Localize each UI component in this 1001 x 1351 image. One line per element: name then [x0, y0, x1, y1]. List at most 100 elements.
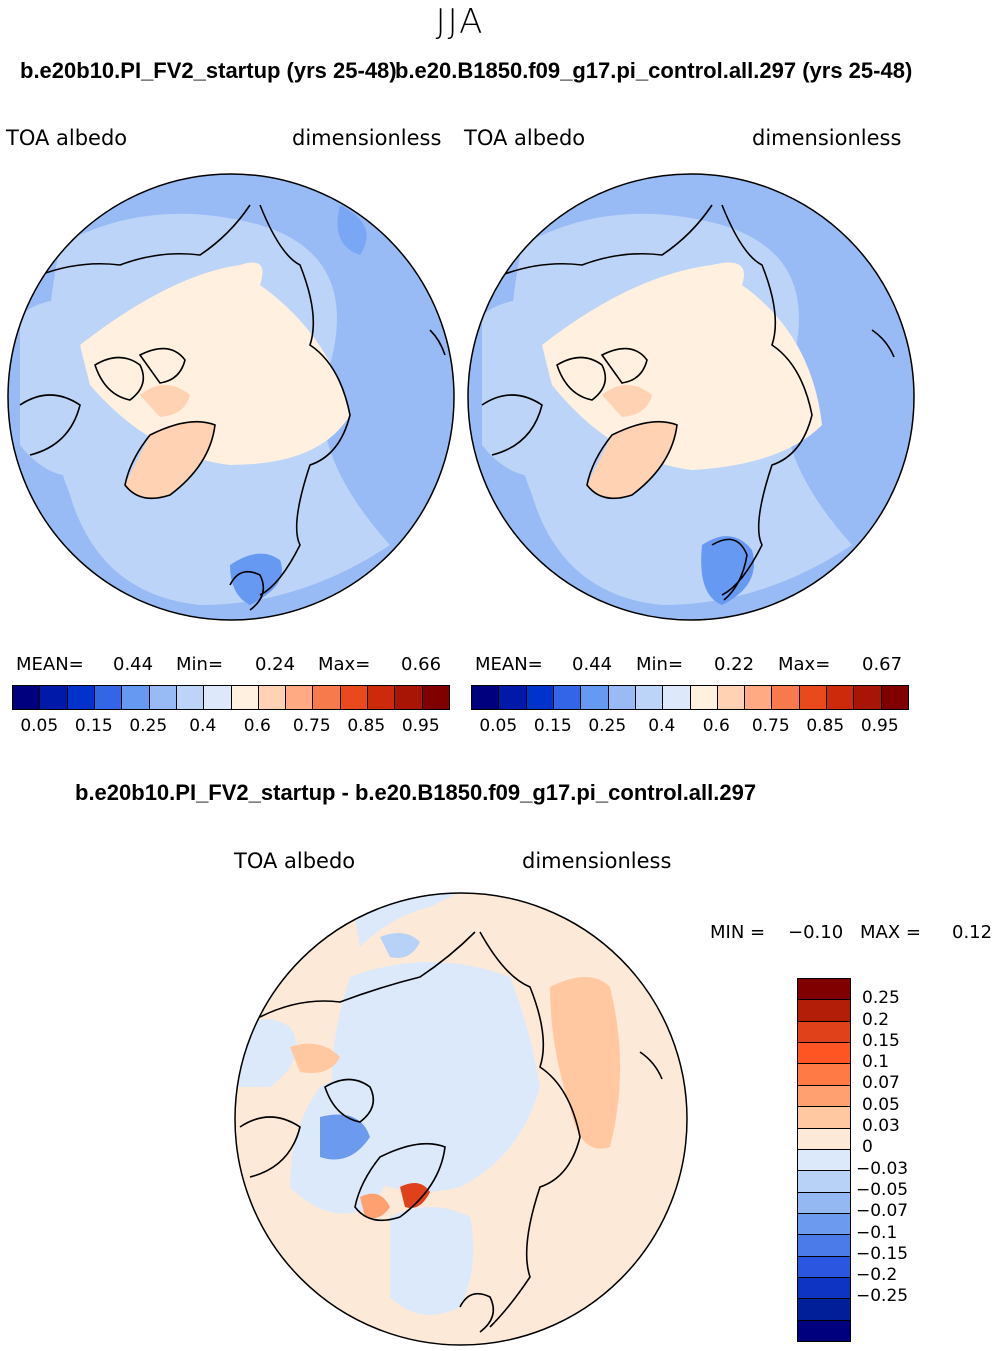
colorbar-swatch — [798, 1128, 850, 1150]
diff-units-label: dimensionless — [522, 849, 672, 873]
left-max-label: Max= — [318, 654, 371, 675]
colorbar-tick-label: −0.2 — [856, 1265, 898, 1286]
left-min-value: 0.24 — [255, 654, 296, 675]
left-mean-value: 0.44 — [113, 654, 154, 675]
right-min-value: 0.22 — [714, 654, 755, 675]
left-min-label: Min= — [176, 654, 224, 675]
colorbar-tick-label: 0.15 — [74, 716, 113, 736]
colorbar-tick-label: 0.05 — [862, 1094, 900, 1115]
diff-min-label: MIN = — [710, 922, 766, 943]
colorbar-swatch — [472, 686, 500, 709]
colorbar-tick-label: 0.85 — [806, 716, 845, 736]
colorbar-swatch — [772, 686, 800, 709]
colorbar-swatch — [798, 1278, 850, 1300]
right-units-label: dimensionless — [752, 126, 902, 150]
diff-max-label: MAX = — [860, 922, 921, 943]
colorbar-swatch — [854, 686, 882, 709]
colorbar-swatch — [13, 686, 41, 709]
diff-polar-map — [234, 892, 688, 1346]
colorbar-tick-label: −0.15 — [856, 1243, 909, 1264]
colorbar-swatch — [881, 686, 908, 709]
season-title: JJA — [435, 2, 485, 42]
colorbar-tick-label: 0.25 — [862, 988, 900, 1009]
colorbar-swatch — [798, 1107, 850, 1129]
left-variable-label: TOA albedo — [6, 126, 128, 150]
colorbar-swatch — [798, 1256, 850, 1279]
colorbar-swatch — [690, 686, 718, 709]
colorbar-swatch — [258, 686, 287, 709]
colorbar-swatch — [94, 686, 123, 709]
diff-variable-label: TOA albedo — [234, 849, 356, 873]
colorbar-swatch — [340, 686, 369, 709]
colorbar-swatch — [798, 979, 850, 1001]
colorbar-swatch — [827, 686, 855, 709]
colorbar-swatch — [40, 686, 68, 709]
left-polar-map — [7, 173, 455, 621]
colorbar-swatch — [798, 1299, 850, 1321]
colorbar-swatch — [798, 1021, 850, 1044]
diff-colorbar — [797, 978, 851, 1342]
colorbar-tick-label: 0.15 — [862, 1030, 900, 1051]
colorbar-swatch — [204, 686, 232, 709]
colorbar-swatch — [635, 686, 664, 709]
colorbar-swatch — [149, 686, 177, 709]
colorbar-swatch — [798, 1320, 850, 1342]
colorbar-swatch — [798, 1235, 850, 1257]
colorbar-tick-label: 0.07 — [862, 1073, 900, 1094]
colorbar-swatch — [798, 1085, 850, 1108]
colorbar-tick-label: 0.25 — [588, 716, 627, 736]
colorbar-tick-label: 0.6 — [702, 716, 730, 736]
colorbar-tick-label: 0 — [862, 1137, 873, 1158]
right-mean-label: MEAN= — [475, 654, 543, 675]
right-panel-title: b.e20.B1850.f09_g17.pi_control.all.297 (… — [395, 58, 913, 83]
colorbar-swatch — [286, 686, 314, 709]
colorbar-swatch — [798, 1000, 850, 1022]
colorbar-swatch — [717, 686, 746, 709]
diff-min-value: −0.10 — [788, 922, 844, 943]
right-variable-label: TOA albedo — [464, 126, 586, 150]
colorbar-swatch — [798, 1192, 850, 1214]
colorbar-swatch — [799, 686, 828, 709]
colorbar-swatch — [663, 686, 691, 709]
colorbar-tick-label: −0.05 — [856, 1179, 909, 1200]
colorbar-tick-label: 0.95 — [860, 716, 899, 736]
colorbar-swatch — [67, 686, 95, 709]
colorbar-swatch — [553, 686, 582, 709]
left-max-value: 0.66 — [401, 654, 442, 675]
colorbar-swatch — [798, 1064, 850, 1086]
colorbar-tick-label: 0.4 — [189, 716, 217, 736]
colorbar-tick-label: −0.25 — [856, 1286, 909, 1307]
colorbar-swatch — [798, 1043, 850, 1065]
diff-max-value: 0.12 — [952, 922, 993, 943]
colorbar-swatch — [798, 1171, 850, 1193]
right-max-label: Max= — [778, 654, 831, 675]
colorbar-swatch — [499, 686, 527, 709]
colorbar-tick-label: 0.75 — [292, 716, 331, 736]
left-panel-title: b.e20b10.PI_FV2_startup (yrs 25-48) — [20, 58, 397, 83]
colorbar-swatch — [176, 686, 205, 709]
colorbar-tick-label: −0.07 — [856, 1201, 909, 1222]
colorbar-swatch — [231, 686, 259, 709]
right-colorbar — [471, 685, 909, 710]
left-colorbar — [12, 685, 450, 710]
colorbar-tick-label: 0.15 — [533, 716, 572, 736]
colorbar-swatch — [122, 686, 150, 709]
colorbar-swatch — [581, 686, 609, 709]
colorbar-tick-label: 0.1 — [862, 1052, 890, 1073]
colorbar-swatch — [368, 686, 396, 709]
colorbar-swatch — [798, 1149, 850, 1172]
colorbar-swatch — [745, 686, 773, 709]
colorbar-tick-label: −0.1 — [856, 1222, 898, 1243]
colorbar-tick-label: 0.2 — [862, 1009, 890, 1030]
left-mean-label: MEAN= — [16, 654, 84, 675]
right-mean-value: 0.44 — [572, 654, 613, 675]
colorbar-swatch — [526, 686, 554, 709]
colorbar-tick-label: 0.75 — [751, 716, 790, 736]
colorbar-swatch — [395, 686, 423, 709]
right-min-label: Min= — [636, 654, 684, 675]
colorbar-tick-label: 0.95 — [401, 716, 440, 736]
colorbar-tick-label: 0.03 — [862, 1116, 900, 1137]
colorbar-tick-label: 0.85 — [347, 716, 386, 736]
colorbar-tick-label: −0.03 — [856, 1158, 909, 1179]
colorbar-swatch — [608, 686, 636, 709]
